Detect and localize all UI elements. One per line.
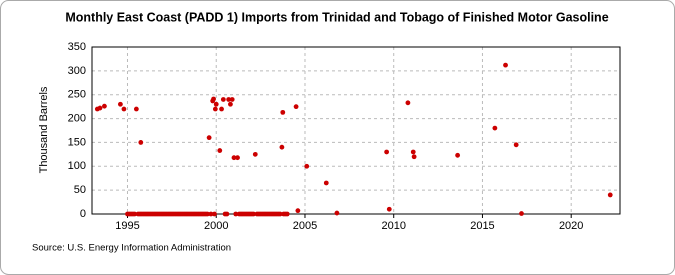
point [228, 101, 233, 107]
point [386, 206, 392, 212]
point [217, 148, 223, 153]
point [121, 106, 127, 112]
x-tick-label: 1995 [115, 220, 139, 232]
point [492, 125, 498, 131]
point [102, 103, 107, 109]
x-tick-label: 2020 [559, 220, 583, 232]
point [279, 144, 285, 150]
point [117, 101, 123, 107]
point [304, 163, 310, 169]
y-tick-label: 150 [68, 136, 86, 148]
y-tick-label: 200 [68, 112, 86, 124]
point [280, 109, 286, 115]
point [219, 106, 224, 112]
y-tick-label: 50 [74, 184, 86, 196]
x-tick-label: 2000 [204, 220, 228, 232]
point [208, 211, 214, 217]
point [212, 211, 217, 217]
point [229, 97, 235, 102]
point [211, 96, 216, 102]
point [212, 106, 218, 112]
point [411, 154, 417, 160]
y-tick-label: 0 [80, 208, 86, 220]
point [513, 142, 519, 148]
point [251, 211, 256, 217]
point [213, 101, 219, 107]
x-tick-label: 2015 [470, 220, 494, 232]
point [133, 106, 139, 112]
point [384, 149, 390, 155]
point [226, 97, 232, 102]
x-tick-label: 2010 [381, 220, 405, 232]
point [204, 211, 210, 217]
point [295, 208, 301, 214]
point [410, 149, 416, 155]
point [220, 97, 226, 102]
point [503, 62, 508, 68]
plot-border [91, 46, 621, 215]
source-note: Source: U.S. Energy Information Administ… [32, 243, 231, 254]
point [235, 155, 240, 161]
point [455, 152, 461, 158]
point [334, 210, 340, 216]
point [284, 211, 290, 217]
point [323, 180, 329, 186]
point [231, 155, 237, 161]
point [277, 211, 283, 217]
point [97, 105, 103, 111]
x-tick-label: 2005 [293, 220, 317, 232]
y-tick-label: 300 [68, 65, 86, 77]
y-axis-label: Thousand Barrels [38, 86, 50, 173]
point [519, 211, 524, 216]
point [233, 211, 239, 217]
point [132, 211, 137, 217]
point [405, 100, 411, 106]
point [607, 192, 613, 198]
chart-title: Monthly East Coast (PADD 1) Imports from… [65, 10, 608, 24]
point [252, 151, 258, 157]
y-tick-label: 350 [68, 41, 86, 53]
y-tick-label: 250 [68, 89, 86, 101]
point [293, 104, 299, 110]
y-tick-label: 100 [68, 160, 86, 172]
point [138, 140, 144, 145]
point [224, 211, 230, 217]
point [206, 135, 212, 141]
